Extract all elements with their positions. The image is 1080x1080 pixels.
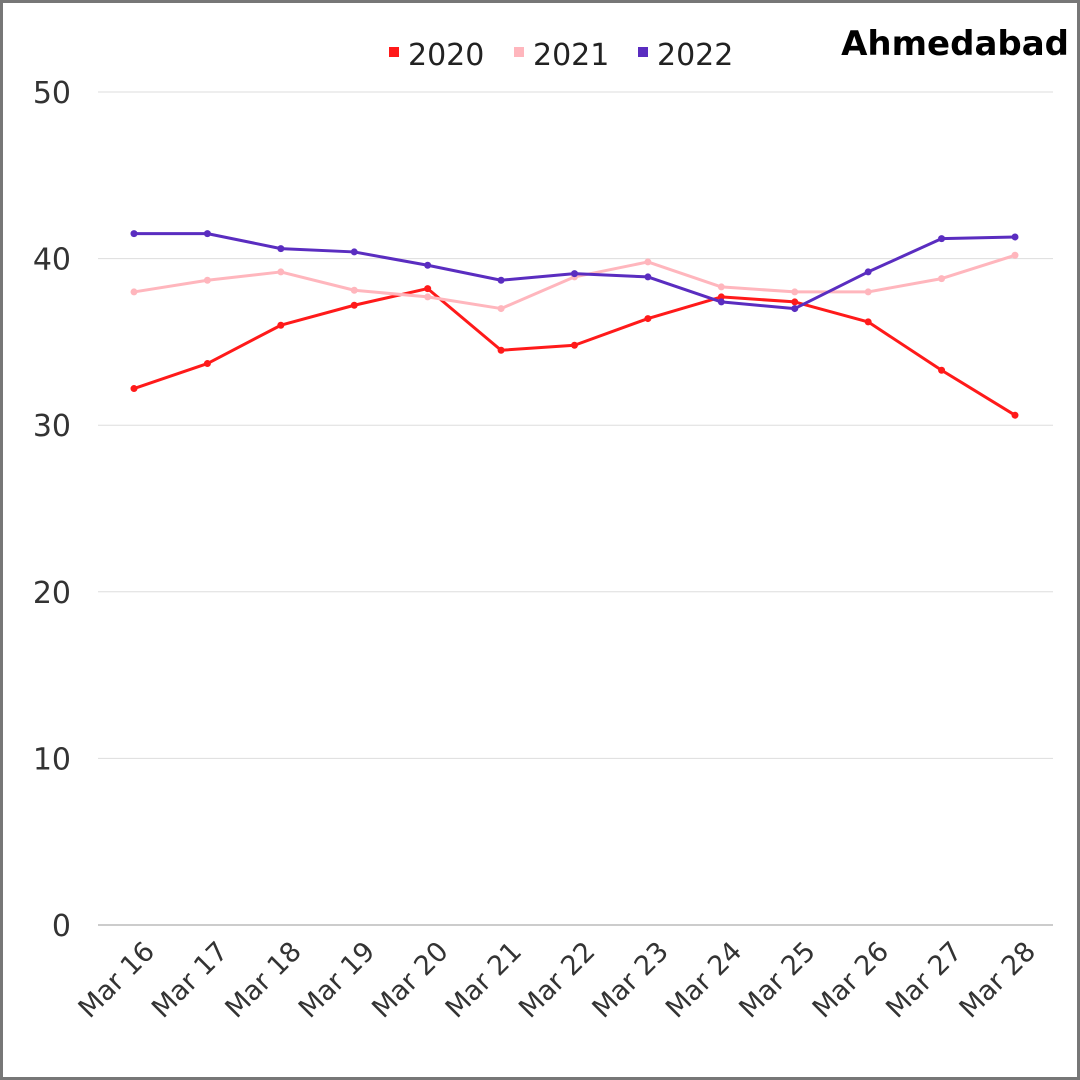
legend-label-2022: 2022	[657, 38, 733, 73]
y-tick-label: 40	[33, 243, 71, 278]
data-point-2020	[1011, 411, 1019, 419]
data-point-2021	[497, 305, 505, 313]
y-tick-label: 20	[33, 576, 71, 611]
series-line-2021	[133, 253, 1016, 311]
x-tick-label: Mar 21	[440, 936, 528, 1024]
x-tick-label: Mar 23	[587, 936, 675, 1024]
chart-title: Ahmedabad	[841, 24, 1069, 64]
data-point-2022	[203, 230, 211, 238]
data-point-2022	[277, 245, 285, 253]
legend-marker-2022	[638, 47, 648, 57]
data-point-2022	[571, 270, 578, 278]
data-point-2021	[424, 293, 432, 301]
data-point-2020	[791, 298, 799, 306]
data-point-2022	[350, 248, 358, 256]
data-point-2021	[791, 288, 799, 296]
data-point-2020	[424, 285, 432, 293]
data-point-2022	[644, 273, 652, 281]
x-tick-label: Mar 18	[219, 936, 307, 1024]
y-tick-label: 50	[33, 76, 71, 111]
data-point-2020	[938, 366, 946, 374]
data-point-2022	[717, 298, 725, 306]
x-tick-label: Mar 16	[73, 936, 161, 1024]
data-point-2022	[424, 261, 432, 269]
data-point-2020	[130, 385, 138, 393]
x-tick-label: Mar 28	[954, 936, 1042, 1024]
legend-marker-2020	[389, 47, 399, 57]
series-line-2020	[133, 287, 1016, 417]
data-point-2021	[350, 286, 358, 294]
data-point-2020	[497, 346, 505, 354]
y-tick-label: 0	[52, 909, 71, 944]
x-tick-label: Mar 27	[880, 936, 968, 1024]
legend-label-2020: 2020	[408, 38, 484, 73]
y-tick-label: 10	[33, 742, 71, 777]
x-tick-label: Mar 24	[660, 936, 748, 1024]
data-point-2020	[277, 321, 285, 329]
line-chart: Ahmedabad 2020 2021 2022 0 10 20 30 40 50 Mar 1…	[33, 24, 1069, 1024]
data-point-2022	[1011, 233, 1019, 241]
data-point-2021	[644, 258, 652, 266]
data-point-2021	[1011, 251, 1019, 259]
data-point-2020	[644, 315, 652, 323]
data-point-2020	[350, 301, 358, 309]
data-point-2022	[938, 235, 946, 243]
legend: 2020 2021 2022	[389, 38, 733, 73]
x-tick-label: Mar 25	[733, 936, 821, 1024]
y-axis: 0 10 20 30 40 50	[33, 76, 71, 944]
data-point-2020	[717, 293, 725, 301]
data-point-2021	[203, 276, 211, 284]
data-point-2022	[791, 305, 799, 313]
legend-label-2021: 2021	[533, 38, 609, 73]
data-point-2022	[130, 230, 138, 238]
x-tick-label: Mar 20	[366, 936, 454, 1024]
series-group	[130, 230, 1019, 419]
data-point-2021	[864, 288, 872, 296]
data-point-2021	[277, 268, 285, 276]
grid	[98, 91, 1053, 926]
data-point-2021	[130, 288, 138, 296]
data-point-2021	[938, 275, 946, 283]
data-point-2021	[717, 283, 725, 291]
data-point-2020	[571, 341, 578, 349]
legend-marker-2021	[514, 47, 524, 57]
x-tick-label: Mar 19	[293, 936, 381, 1024]
data-point-2022	[497, 276, 505, 284]
data-point-2020	[864, 318, 872, 326]
x-tick-label: Mar 26	[807, 936, 895, 1024]
data-point-2022	[864, 268, 872, 276]
y-tick-label: 30	[33, 409, 71, 444]
data-point-2020	[203, 360, 211, 368]
x-tick-label: Mar 17	[146, 936, 234, 1024]
x-tick-label: Mar 22	[513, 936, 601, 1024]
